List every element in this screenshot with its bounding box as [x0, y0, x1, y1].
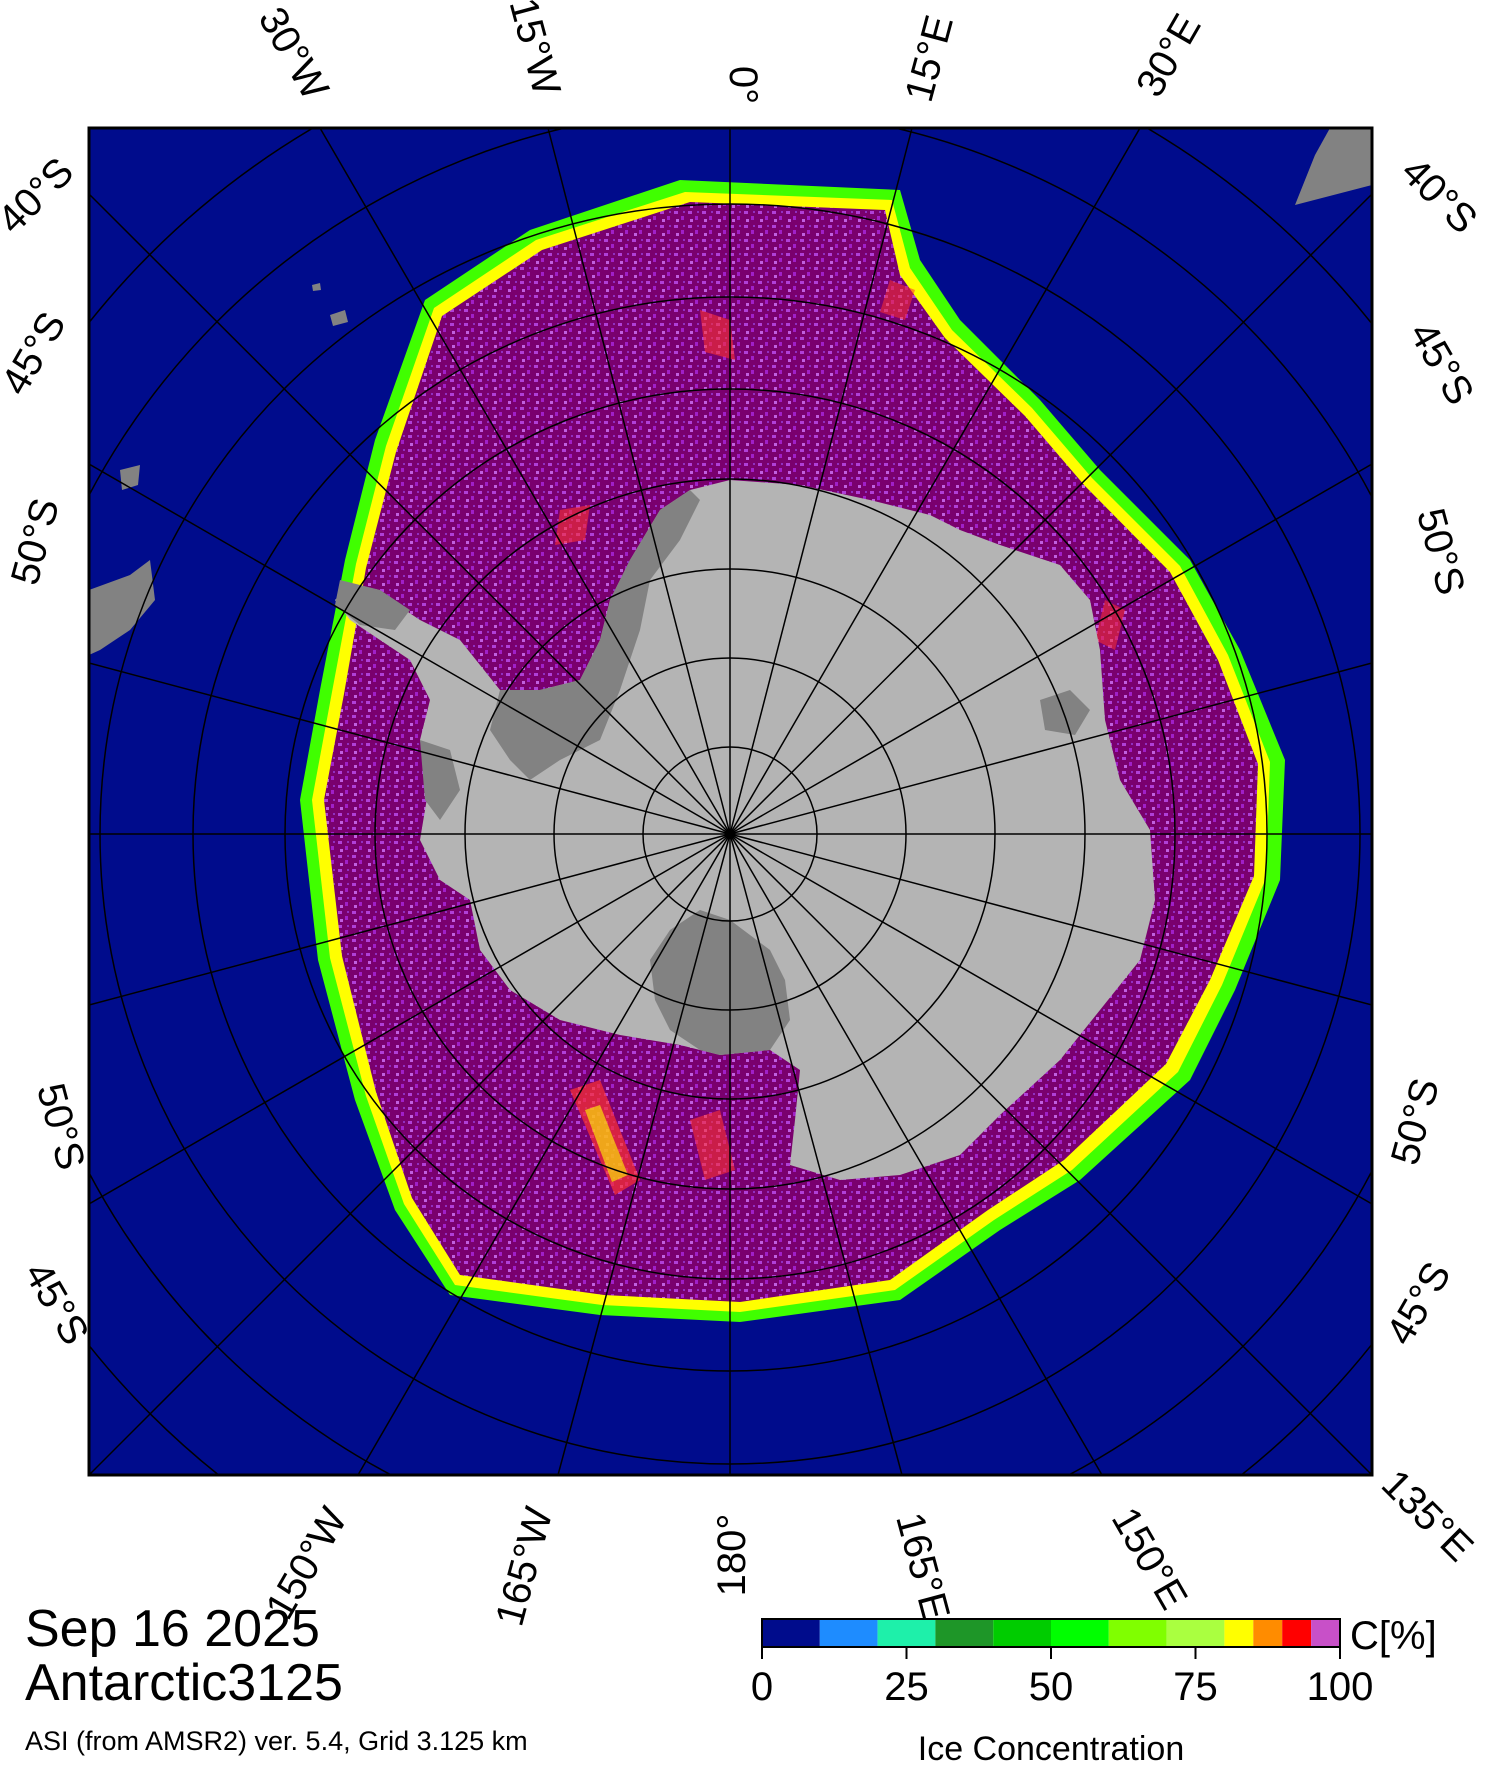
- graticule: [89, 128, 1372, 1475]
- colorbar-title: Ice Concentration: [918, 1730, 1185, 1768]
- lat-label-right-50s-top: 50°S: [1408, 504, 1473, 600]
- colorbar-bin: [1166, 1619, 1225, 1647]
- map-frame: [87, 126, 1374, 1477]
- lon-label-30e: 30°E: [1128, 7, 1210, 104]
- lat-label-right-45s-top: 45°S: [1400, 315, 1482, 412]
- lat-label-left-45s-bottom: 45°S: [15, 1255, 97, 1352]
- falkland-islands: [120, 465, 140, 490]
- lat-label-right-45s-bottom: 45°S: [1378, 1255, 1460, 1352]
- colorbar-bin: [1311, 1619, 1340, 1647]
- data-source: ASI (from AMSR2) ver. 5.4, Grid 3.125 km: [25, 1726, 528, 1756]
- colorbar-bin: [762, 1619, 820, 1647]
- lon-label-15w: 15°W: [501, 0, 569, 100]
- lon-label-180: 180°: [710, 1514, 754, 1597]
- lon-label-165w: 165°W: [488, 1503, 562, 1631]
- colorbar-bin: [1224, 1619, 1254, 1647]
- colorbar-tick-label: 50: [1029, 1665, 1074, 1709]
- lat-label-left-50s-top: 50°S: [3, 494, 68, 590]
- colorbar-tick-label: 0: [751, 1665, 773, 1709]
- lat-label-left-45s-top: 45°S: [0, 305, 75, 402]
- colorbar-bin: [877, 1619, 936, 1647]
- island-small: [312, 283, 321, 291]
- lon-label-0: 0°: [721, 66, 765, 104]
- colorbar-bin: [1108, 1619, 1167, 1647]
- colorbar-bin: [1253, 1619, 1283, 1647]
- colorbar-bin: [819, 1619, 878, 1647]
- colorbar-bin: [935, 1619, 994, 1647]
- lon-label-165e: 165°E: [887, 1508, 958, 1625]
- lon-label-135e: 135°E: [1373, 1462, 1481, 1570]
- colorbar-tick-label: 25: [884, 1665, 929, 1709]
- colorbar-bin: [993, 1619, 1051, 1647]
- colorbar: 0 25 50 75 100 C[%] Ice Concentration: [751, 1614, 1437, 1768]
- south-america-land: [89, 560, 155, 655]
- lat-label-left-40s-top: 40°S: [0, 149, 82, 242]
- lon-label-15e: 15°E: [897, 11, 962, 107]
- africa-land: [1295, 128, 1372, 205]
- colorbar-bin: [1282, 1619, 1312, 1647]
- south-georgia: [330, 310, 348, 326]
- lat-label-right-50s-bottom: 50°S: [1383, 1074, 1448, 1170]
- colorbar-tick-label: 75: [1173, 1665, 1218, 1709]
- colorbar-bin: [1051, 1619, 1109, 1647]
- grid-name: Antarctic3125: [25, 1654, 343, 1712]
- ice-streaks: [555, 280, 1125, 1195]
- lat-label-left-50s-bottom: 50°S: [28, 1079, 93, 1175]
- lon-label-30w: 30°W: [250, 0, 337, 107]
- date-title: Sep 16 2025: [25, 1600, 320, 1658]
- colorbar-tick-label: 100: [1307, 1665, 1374, 1709]
- lon-label-150e: 150°E: [1103, 1500, 1196, 1617]
- colorbar-unit: C[%]: [1350, 1614, 1437, 1658]
- lat-label-right-40s-top: 40°S: [1393, 149, 1486, 242]
